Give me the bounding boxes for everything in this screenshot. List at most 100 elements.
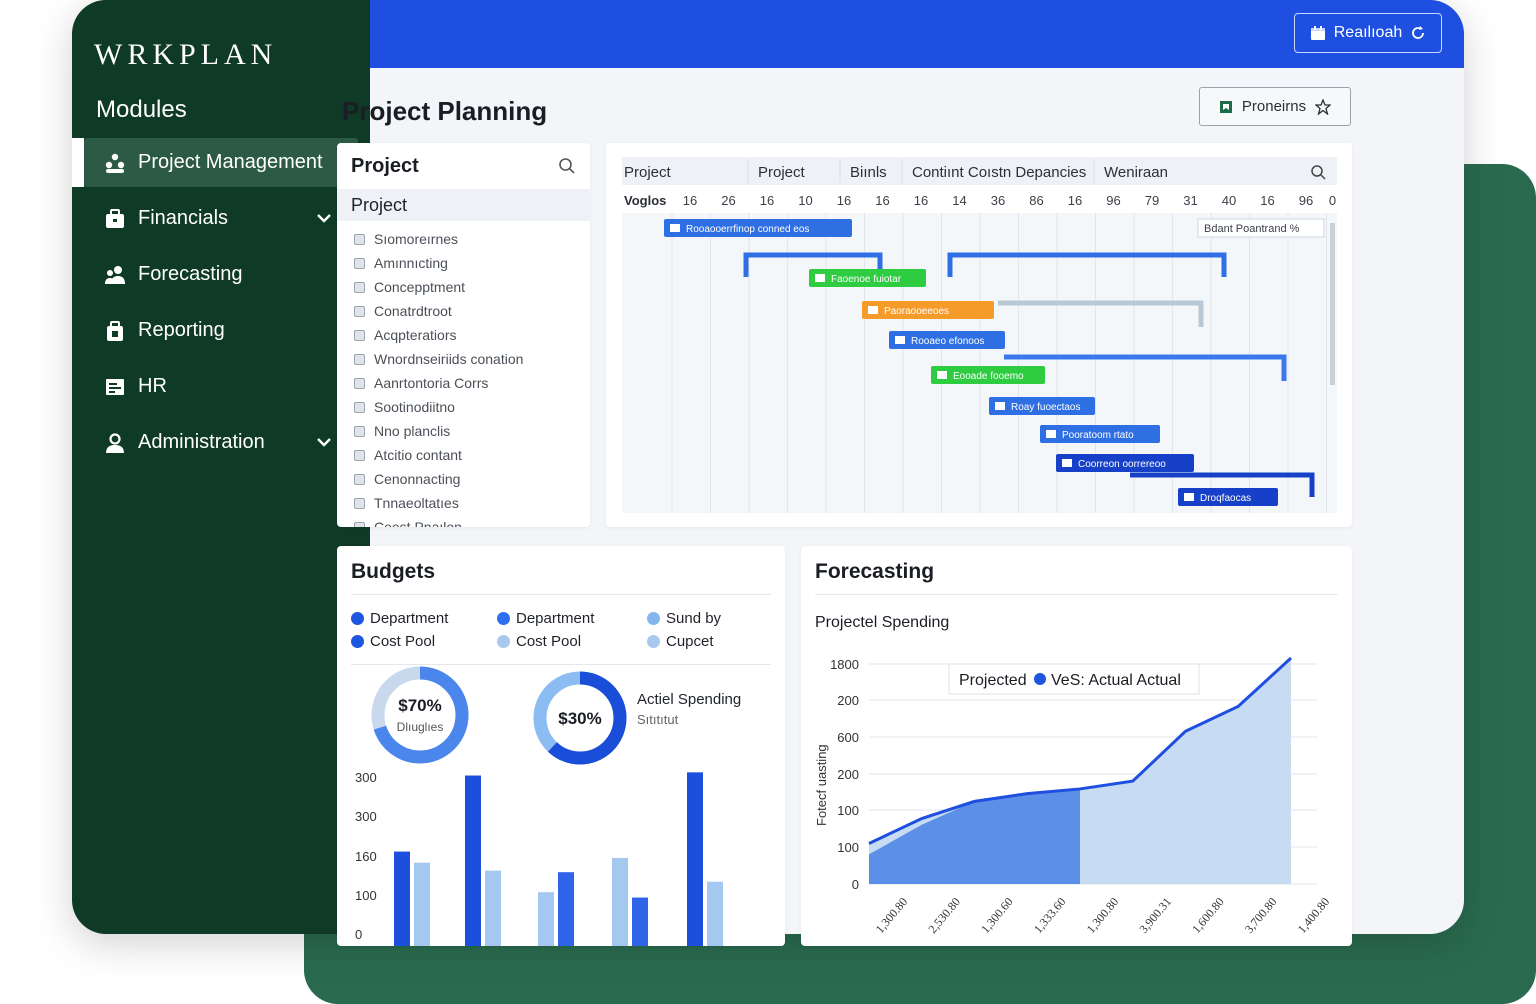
checkbox-icon[interactable] xyxy=(354,497,365,509)
gantt-task-bar[interactable] xyxy=(989,397,1095,415)
gantt-column-header[interactable]: Biınls xyxy=(850,164,887,181)
forecasting-panel: Forecasting Projectel Spending 1800 200 600… xyxy=(801,546,1352,946)
list-item-label: Coest Pnaılon xyxy=(374,519,462,527)
people-group-icon xyxy=(104,152,126,174)
donut-segment xyxy=(533,671,627,765)
gantt-column-header[interactable]: Weniraan xyxy=(1104,164,1168,181)
divider xyxy=(815,594,1338,595)
chevron-down-icon[interactable] xyxy=(314,208,334,228)
checkbox-icon[interactable] xyxy=(354,449,365,461)
legend-label: Cost Pool xyxy=(516,633,582,650)
x-tick-label: 1,300.80 xyxy=(1084,895,1122,936)
gantt-task-bar[interactable] xyxy=(1040,425,1160,443)
gantt-side-box xyxy=(1197,218,1325,238)
bar[interactable] xyxy=(558,872,574,946)
checkbox-icon[interactable] xyxy=(354,473,365,485)
bar[interactable] xyxy=(538,892,554,946)
list-item[interactable]: Acqpteratiors xyxy=(337,323,590,347)
x-tick-label: 3,700.80 xyxy=(1242,895,1280,936)
bar[interactable] xyxy=(707,881,723,946)
list-item[interactable]: Cenonnacting xyxy=(337,467,590,491)
list-item[interactable]: Atcitio contant xyxy=(337,443,590,467)
x-tick-label: 1,600.80 xyxy=(1189,895,1227,936)
bar[interactable] xyxy=(612,857,628,946)
gantt-task-bar[interactable] xyxy=(664,219,852,237)
chart-legend-box xyxy=(948,663,1200,695)
list-item[interactable]: Concepptment xyxy=(337,275,590,299)
gantt-task-bar[interactable] xyxy=(1056,454,1194,472)
gantt-dependency-line xyxy=(1004,354,1287,381)
list-item[interactable]: Amınnıcting xyxy=(337,251,590,275)
favorites-button[interactable]: Proneirns xyxy=(1199,87,1351,126)
bar[interactable] xyxy=(632,897,648,946)
list-item[interactable]: Tnnaeoltatıes xyxy=(337,491,590,515)
list-item-label: Amınnıcting xyxy=(374,255,448,271)
chevron-down-icon[interactable] xyxy=(314,432,334,452)
gantt-column-header[interactable]: Contiınt Coıstn Depancies xyxy=(912,164,1086,181)
sidebar-item-financials[interactable]: Financials xyxy=(72,194,370,243)
bar[interactable] xyxy=(465,775,481,946)
briefcase-icon xyxy=(104,208,126,230)
checkbox-icon[interactable] xyxy=(354,257,365,269)
legend-swatch xyxy=(497,612,510,625)
sidebar-item-forecasting[interactable]: Forecasting xyxy=(72,250,370,299)
donut-value: $30% xyxy=(558,709,601,728)
bar[interactable] xyxy=(414,862,430,946)
donut-label: Dlıuglıes xyxy=(397,720,444,734)
list-item[interactable]: Sootinodiitno xyxy=(337,395,590,419)
checkbox-icon[interactable] xyxy=(354,233,365,245)
gantt-task-bar[interactable] xyxy=(889,331,1005,349)
id-card-icon xyxy=(104,376,126,398)
gantt-column-header[interactable]: Project xyxy=(624,164,672,181)
legend-swatch xyxy=(351,612,364,625)
checkbox-icon[interactable] xyxy=(354,521,365,527)
search-icon[interactable] xyxy=(558,157,576,175)
bar[interactable] xyxy=(687,772,703,946)
checkbox-icon[interactable] xyxy=(354,281,365,293)
gantt-scrollbar[interactable] xyxy=(1330,223,1335,385)
checkbox-icon[interactable] xyxy=(354,329,365,341)
sidebar-item-label: Administration xyxy=(138,431,265,453)
folder-icon xyxy=(670,224,680,232)
list-item[interactable]: Sıomoreırnes xyxy=(337,227,590,251)
gantt-task-bar[interactable] xyxy=(1178,488,1278,506)
checkbox-icon[interactable] xyxy=(354,401,365,413)
checkbox-icon[interactable] xyxy=(354,425,365,437)
gantt-task-bar[interactable] xyxy=(862,301,994,319)
list-item[interactable]: Aanrtontoria Corrs xyxy=(337,371,590,395)
gantt-date-tick: 16 xyxy=(837,193,851,208)
gantt-date-tick: 16 xyxy=(875,193,889,208)
legend-label: Cupcet xyxy=(666,633,714,650)
list-item[interactable]: Conatrdtroot xyxy=(337,299,590,323)
checkbox-icon[interactable] xyxy=(354,377,365,389)
gantt-task-bar[interactable] xyxy=(931,366,1045,384)
list-item[interactable]: Wnordnseiriids conation xyxy=(337,347,590,371)
bar[interactable] xyxy=(394,851,410,946)
gantt-date-tick: 10 xyxy=(798,193,812,208)
checkbox-icon[interactable] xyxy=(354,353,365,365)
folder-icon xyxy=(995,402,1005,410)
gantt-task-label: Rooaeo efonoos xyxy=(911,336,984,347)
sidebar-item-hr[interactable]: HR xyxy=(72,362,370,411)
refresh-button[interactable]: Reaılıoah xyxy=(1294,13,1442,53)
sidebar-item-administration[interactable]: Administration xyxy=(72,418,370,467)
list-item[interactable]: Coest Pnaılon xyxy=(337,515,590,527)
checkbox-icon[interactable] xyxy=(354,305,365,317)
gantt-column-header[interactable]: Project xyxy=(758,164,806,181)
y-tick-label: 300 xyxy=(355,809,377,824)
gantt-task-label: Paoraooeeoes xyxy=(884,306,949,317)
gantt-task-bar[interactable] xyxy=(809,269,926,287)
list-item[interactable]: Nno planclis xyxy=(337,419,590,443)
gantt-date-tick: 0 xyxy=(1329,193,1336,208)
sidebar-item-reporting[interactable]: Reporting xyxy=(72,306,370,355)
gantt-date-tick: 14 xyxy=(952,193,966,208)
folder-icon xyxy=(1184,493,1194,501)
legend-label: Cost Pool xyxy=(370,633,436,650)
star-icon xyxy=(1315,98,1332,115)
donut-segment xyxy=(371,666,469,764)
sidebar-item-project-management[interactable]: Project Management xyxy=(72,138,358,187)
search-icon[interactable] xyxy=(1311,165,1326,180)
y-tick-label: 200 xyxy=(837,767,859,782)
actual-spending-sub: Sıtıtıtut xyxy=(637,712,679,727)
bar[interactable] xyxy=(485,870,501,946)
